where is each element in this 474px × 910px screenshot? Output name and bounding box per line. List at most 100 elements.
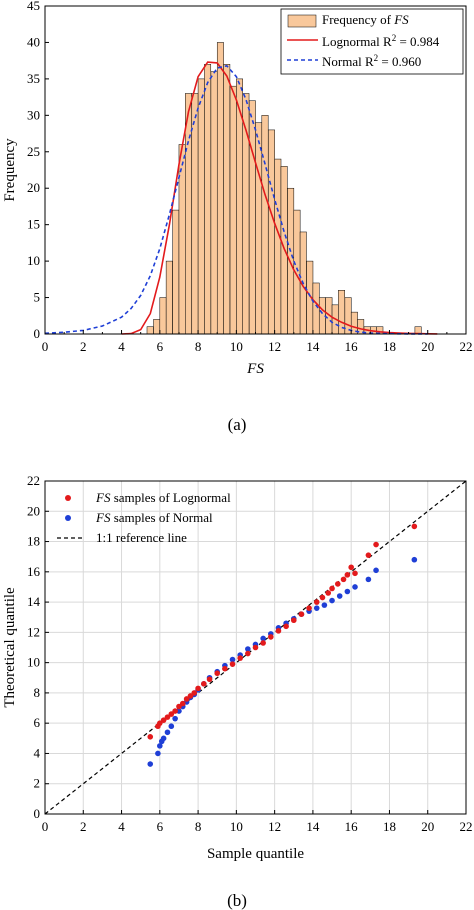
- histogram-bar: [153, 319, 161, 335]
- normal-sample-point: [155, 750, 161, 757]
- x-tick-label: 8: [195, 339, 202, 354]
- y-tick-label: 30: [27, 107, 40, 122]
- y-tick-label: 6: [34, 715, 41, 730]
- normal-sample-point: [245, 646, 251, 652]
- y-tick-label: 18: [27, 534, 40, 549]
- histogram-bar: [197, 78, 205, 335]
- normal-sample-point: [344, 588, 351, 595]
- x-tick-label: 6: [157, 819, 164, 834]
- histogram-x-ticks: 0 2 4 6 8 10 12 14 16 18 20 22: [42, 330, 473, 354]
- lognormal-sample-point: [179, 700, 186, 707]
- lognormal-sample-point: [260, 640, 266, 646]
- qq-points: [147, 523, 418, 767]
- histogram-bar: [210, 71, 218, 335]
- y-tick-label: 40: [27, 34, 40, 49]
- legend-label: Lognormal R2 = 0.984: [322, 33, 440, 49]
- lognormal-fit-curve: [121, 61, 438, 335]
- lognormal-sample-point: [319, 594, 326, 601]
- normal-sample-point: [229, 656, 236, 663]
- lognormal-sample-point: [325, 590, 332, 596]
- lognormal-sample-point: [275, 628, 282, 634]
- histogram-bar: [261, 115, 269, 335]
- y-tick-label: 2: [34, 776, 41, 791]
- y-tick-label: 12: [27, 624, 40, 639]
- x-tick-label: 10: [230, 339, 243, 354]
- lognormal-sample-point: [245, 650, 251, 657]
- x-tick-label: 18: [383, 819, 396, 834]
- lognormal-sample-point: [411, 523, 418, 530]
- lognormal-sample-point: [290, 617, 297, 624]
- qq-legend: FS samples of Lognormal FS samples of Nor…: [57, 490, 231, 545]
- x-tick-label: 12: [268, 819, 281, 834]
- y-tick-label: 0: [34, 806, 41, 821]
- lognormal-sample-point: [214, 670, 221, 677]
- lognormal-sample-point: [237, 655, 243, 661]
- y-tick-label: 25: [27, 144, 40, 159]
- lognormal-sample-point: [365, 552, 372, 558]
- histogram-bar: [146, 326, 154, 335]
- lognormal-sample-point: [172, 708, 178, 714]
- x-tick-label: 4: [118, 339, 125, 354]
- y-tick-label: 35: [27, 71, 40, 86]
- x-tick-label: 20: [421, 339, 434, 354]
- histogram-panel: 0 2 4 6 8 10 12 14 16 18 20 22 0 5 10 15 20 25 30 35 40 45 F…: [2, 0, 473, 434]
- qq-x-axis-label: Sample quantile: [207, 846, 304, 862]
- x-tick-label: 2: [80, 339, 87, 354]
- lognormal-sample-point: [344, 572, 351, 578]
- x-tick-label: 16: [345, 339, 359, 354]
- y-tick-label: 15: [27, 217, 40, 232]
- lognormal-sample-point: [352, 570, 358, 577]
- normal-sample-point: [411, 556, 418, 563]
- normal-sample-point: [329, 597, 335, 604]
- lognormal-sample-point: [157, 720, 163, 726]
- y-tick-label: 45: [27, 0, 40, 13]
- y-tick-label: 20: [27, 503, 40, 518]
- lognormal-sample-point: [340, 576, 347, 583]
- lognormal-sample-point: [183, 696, 190, 702]
- y-tick-label: 4: [34, 745, 41, 760]
- normal-sample-point: [164, 729, 171, 736]
- panel-b-label: (b): [227, 891, 247, 910]
- lognormal-sample-point: [313, 599, 320, 605]
- histogram-bar: [178, 144, 186, 335]
- lognormal-sample-point: [268, 634, 274, 640]
- lognormal-sample-point: [298, 611, 305, 617]
- legend-label: FS samples of Lognormal: [95, 490, 231, 505]
- x-tick-label: 10: [230, 819, 243, 834]
- histogram-bar: [255, 122, 263, 335]
- x-tick-label: 0: [42, 339, 49, 354]
- lognormal-sample-point: [206, 676, 213, 683]
- normal-sample-point: [373, 567, 379, 574]
- x-tick-label: 2: [80, 819, 87, 834]
- normal-fit-curve: [44, 64, 428, 335]
- lognormal-sample-point: [201, 681, 207, 687]
- lognormal-sample-point: [187, 693, 194, 699]
- x-tick-label: 6: [157, 339, 164, 354]
- qq-plot-frame: [44, 480, 467, 815]
- normal-sample-point: [172, 715, 178, 722]
- legend-marker-normal: [65, 515, 71, 521]
- histogram-bar: [185, 93, 192, 335]
- normal-sample-point: [176, 708, 182, 714]
- lognormal-sample-point: [283, 623, 289, 630]
- normal-sample-point: [336, 593, 343, 599]
- histogram-y-axis-label: Frequency: [2, 138, 18, 202]
- qq-panel: 0 2 4 6 8 10 12 14 16 18 20 22 0246810121416182022 …: [2, 473, 473, 910]
- y-tick-label: 10: [27, 655, 40, 670]
- histogram-bar: [248, 100, 256, 335]
- x-tick-label: 0: [42, 819, 49, 834]
- normal-sample-point: [321, 602, 328, 608]
- qq-y-axis-label: Theoretical quantile: [2, 587, 18, 708]
- legend-label: 1:1 reference line: [96, 530, 187, 545]
- histogram-bar: [229, 85, 237, 335]
- x-tick-label: 8: [195, 819, 202, 834]
- lognormal-sample-point: [222, 665, 228, 672]
- normal-sample-point: [168, 723, 175, 730]
- fit-curves: [44, 61, 438, 335]
- lognormal-sample-point: [252, 644, 259, 651]
- y-tick-label: 14: [27, 594, 41, 609]
- normal-sample-point: [147, 761, 154, 767]
- qq-x-ticks: 0 2 4 6 8 10 12 14 16 18 20 22: [42, 810, 473, 834]
- normal-sample-point: [365, 576, 372, 583]
